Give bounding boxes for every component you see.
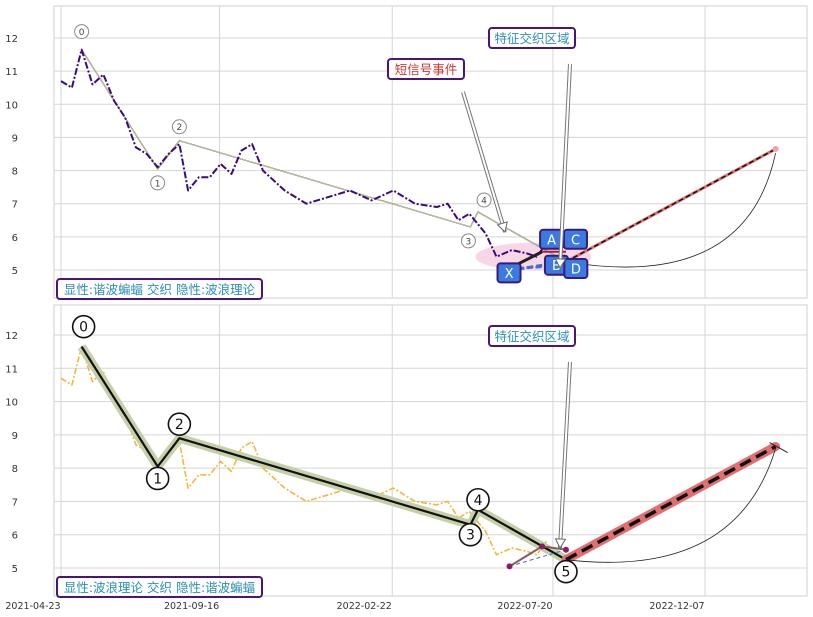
xabcd-node	[563, 258, 589, 280]
xabcd-node-label: B	[552, 259, 561, 274]
forecast-arc-bottom	[565, 448, 776, 563]
wave-point-label: 3	[466, 237, 472, 247]
xabcd-node-label: X	[505, 267, 514, 282]
harmonic-leg-bottom-xc	[509, 549, 567, 567]
panel-1-frame	[53, 304, 808, 597]
panel-0-frame	[53, 5, 808, 299]
forecast-arc-top	[565, 152, 776, 268]
y-tick-label: 5	[12, 564, 18, 575]
feature-zone-label-bottom-box	[488, 325, 576, 347]
y-tick-label: 11	[5, 364, 18, 375]
harmonic-leg-bottom-ac	[541, 545, 567, 551]
feature-zone-arrow-top-head	[554, 258, 567, 270]
y-tick-label: 8	[12, 167, 18, 178]
wave-point-marker-bottom	[466, 487, 490, 512]
wave-point-marker-bottom	[167, 412, 192, 436]
wave-point-label-bottom: 5	[562, 565, 571, 581]
wave-point-label-bottom: 4	[474, 493, 483, 509]
short-signal-label: 短信号事件	[395, 62, 458, 77]
feature-zone-arrow-top-shaft-inner	[559, 63, 571, 269]
feature-zone-label-bottom: 特征交织区域	[494, 329, 569, 344]
y-tick-label: 9	[12, 133, 18, 144]
y-tick-label: 7	[12, 200, 18, 211]
wave-line-bottom	[80, 346, 567, 561]
x-tick-label: 2022-02-22	[337, 601, 392, 612]
price-line-top	[60, 48, 548, 258]
wave-point-label: 4	[481, 197, 487, 207]
forecast-line-top	[565, 147, 777, 264]
wave-point-marker-bottom	[554, 559, 578, 584]
wave-point-label-bottom: 2	[175, 417, 184, 433]
y-tick-label: 8	[12, 464, 18, 475]
legend-label-top: 显性:谐波蝙蝠 交织 隐性:波浪理论	[64, 282, 256, 297]
wave-point-marker-bottom	[145, 466, 170, 491]
xabcd-node	[496, 262, 522, 284]
feature-zone-label-top-box	[488, 27, 576, 49]
feature-zone-arrow-bottom-head	[554, 538, 567, 550]
xabcd-node-label: C	[571, 233, 580, 248]
harmonic-point-bottom	[562, 546, 569, 553]
wave-point-label: 1	[155, 179, 161, 189]
y-tick-label: 12	[5, 331, 18, 342]
y-tick-label: 11	[5, 67, 18, 78]
y-tick-label: 10	[5, 398, 18, 409]
wave-point-marker	[476, 192, 492, 208]
feature-zone-label-top: 特征交织区域	[494, 31, 569, 46]
y-tick-label: 7	[12, 497, 18, 508]
xabcd-node-label: A	[547, 233, 556, 248]
legend-label-top-box	[56, 278, 263, 300]
y-tick-label: 5	[12, 266, 18, 277]
harmonic-point-bottom	[506, 563, 513, 570]
short-signal-arrow-head	[496, 221, 508, 233]
short-signal-label-box	[387, 58, 465, 80]
x-tick-label: 2021-04-23	[5, 601, 60, 612]
harmonic-leg-bottom-xa	[508, 545, 543, 568]
feature-zone-arrow-bottom-shaft-inner	[559, 361, 571, 549]
wave-point-marker	[74, 24, 90, 40]
wave-point-marker	[171, 119, 187, 135]
forecast-endcap-bottom	[769, 442, 788, 453]
wave-point-label-bottom: 1	[153, 471, 162, 487]
forecast-endpoint-top	[772, 146, 779, 153]
short-signal-arrow-shaft-inner	[462, 91, 506, 233]
wave-point-label-bottom: 3	[466, 528, 475, 544]
y-tick-label: 12	[5, 34, 18, 45]
y-tick-label: 9	[12, 431, 18, 442]
legend-label-bottom: 显性:波浪理论 交织 隐性:谐波蝙蝠	[64, 580, 255, 595]
wave-point-marker	[150, 175, 166, 191]
wave-point-label: 0	[79, 28, 85, 38]
harmonic-point-bottom	[539, 543, 546, 550]
wave-point-marker-bottom	[458, 522, 483, 547]
xabcd-node	[562, 228, 588, 250]
y-tick-label: 6	[12, 233, 18, 244]
wave-point-marker-bottom	[71, 314, 96, 339]
wave-point-marker	[460, 233, 476, 249]
y-tick-label: 10	[5, 100, 18, 111]
wave-point-label: 2	[177, 123, 183, 133]
x-tick-label: 2022-07-20	[497, 601, 552, 612]
forecast-dash-bottom	[565, 444, 777, 562]
x-tick-label: 2022-12-07	[649, 601, 704, 612]
wave-line-top-inner	[81, 49, 567, 262]
x-tick-label: 2021-09-16	[164, 601, 219, 612]
xabcd-node-label: D	[571, 263, 581, 278]
legend-label-bottom-box	[56, 576, 263, 598]
y-tick-label: 6	[12, 531, 18, 542]
wave-point-label-bottom: 0	[79, 320, 88, 336]
